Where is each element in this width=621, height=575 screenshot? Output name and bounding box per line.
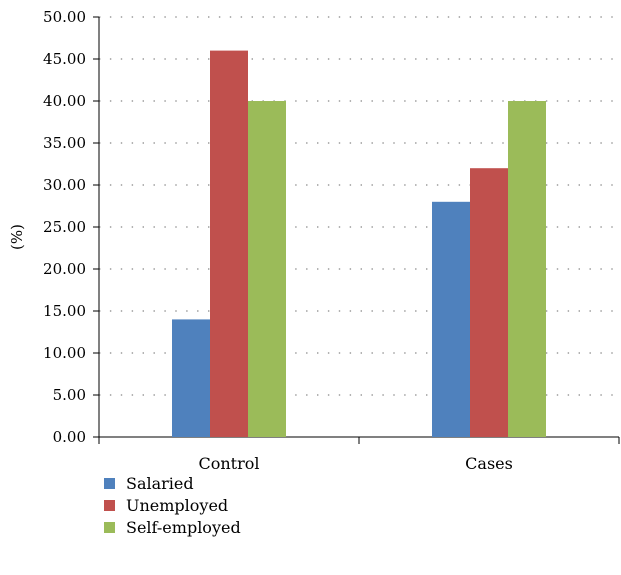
legend-label: Self-employed [126, 517, 241, 537]
y-axis: 0.00 5.00 10.00 15.00 20.00 25.00 30.00 35.00 40… [43, 8, 100, 446]
bar [172, 319, 210, 437]
legend-swatch [104, 499, 115, 511]
y-tick-label: 40.00 [43, 92, 86, 110]
y-tick-label: 25.00 [43, 218, 86, 236]
y-tick-label: 20.00 [43, 260, 86, 278]
legend-swatch [104, 477, 115, 489]
legend-swatch [104, 521, 115, 533]
legend: Salaried Unemployed Self-employed [104, 472, 241, 538]
legend-label: Salaried [126, 473, 194, 493]
x-axis: Control Cases [98, 436, 620, 470]
y-tick-label: 30.00 [43, 176, 86, 194]
bar-chart: 0.00 5.00 10.00 15.00 20.00 25.00 30.00 35.00 40… [8, 8, 620, 470]
y-axis-label: (%) [8, 224, 26, 250]
y-tick-label: 15.00 [43, 302, 86, 320]
legend-item: Salaried [104, 472, 241, 494]
legend-item: Unemployed [104, 494, 241, 516]
y-tick-label: 35.00 [43, 134, 86, 152]
x-tick-label: Control [198, 454, 259, 470]
bar [248, 101, 286, 437]
bar [470, 168, 508, 437]
bars [172, 50, 546, 437]
bar [210, 50, 248, 437]
bar [508, 101, 546, 437]
y-tick-label: 5.00 [53, 386, 86, 404]
legend-label: Unemployed [126, 495, 229, 515]
x-tick-label: Cases [465, 454, 513, 470]
y-tick-label: 50.00 [43, 8, 86, 26]
bar [432, 201, 470, 437]
y-tick-label: 0.00 [53, 428, 86, 446]
y-tick-label: 45.00 [43, 50, 86, 68]
legend-item: Self-employed [104, 516, 241, 538]
y-tick-label: 10.00 [43, 344, 86, 362]
